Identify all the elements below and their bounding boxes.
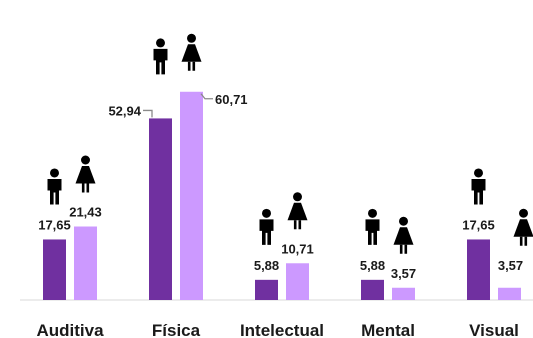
leader-line-fisica-female [200, 93, 213, 100]
value-label-fisica-male: 52,94 [108, 103, 141, 118]
category-label-intelectual: Intelectual [240, 321, 324, 338]
category-label-visual: Visual [469, 321, 519, 338]
female-icon [393, 216, 414, 254]
category-label-fisica: Física [152, 321, 201, 338]
bar-mental-female [392, 287, 415, 300]
value-label-mental-male: 5,88 [360, 258, 385, 273]
value-label-fisica-female: 60,71 [215, 92, 248, 107]
female-icon [75, 155, 96, 193]
male-icon [471, 168, 486, 205]
female-icon [287, 192, 308, 230]
value-label-visual-female: 3,57 [498, 258, 523, 273]
category-label-auditiva: Auditiva [36, 321, 104, 338]
bar-fisica-male [149, 118, 172, 300]
bar-intelectual-male [255, 279, 278, 300]
value-label-visual-male: 17,65 [462, 217, 495, 232]
bar-mental-male [361, 279, 384, 300]
category-label-mental: Mental [361, 321, 415, 338]
bar-visual-male [467, 239, 490, 300]
value-label-mental-female: 3,57 [391, 266, 416, 281]
category-labels: Auditiva Física Intelectual Mental Visual [36, 321, 518, 338]
bar-fisica-female [180, 91, 203, 300]
male-icon [259, 208, 274, 245]
male-icon [153, 38, 168, 75]
value-labels: 17,6521,4352,9460,715,8810,715,883,5717,… [38, 92, 523, 281]
bar-visual-female [498, 287, 521, 300]
male-icon [47, 168, 62, 205]
leader-line-fisica-male [143, 109, 153, 118]
male-icon [365, 208, 380, 245]
value-label-intelectual-female: 10,71 [281, 241, 314, 256]
value-label-auditiva-female: 21,43 [69, 204, 102, 219]
bar-intelectual-female [286, 263, 309, 300]
female-icon [513, 208, 533, 246]
person-icons [47, 33, 533, 254]
value-label-intelectual-male: 5,88 [254, 258, 279, 273]
bar-auditiva-female [74, 226, 97, 300]
bar-auditiva-male [43, 239, 66, 300]
bars [43, 91, 521, 300]
female-icon [181, 33, 202, 71]
value-label-auditiva-male: 17,65 [38, 217, 71, 232]
